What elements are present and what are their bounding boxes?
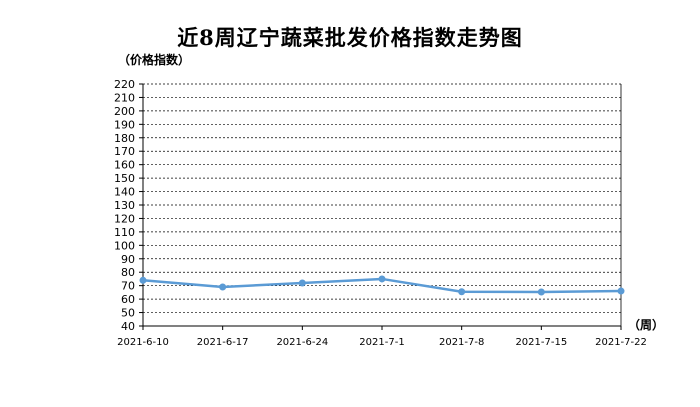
y-tick-label: 40 bbox=[121, 320, 135, 333]
y-tick-label: 110 bbox=[114, 226, 135, 239]
y-tick-label: 220 bbox=[114, 78, 135, 91]
y-tick-label: 50 bbox=[121, 307, 135, 320]
chart-title: 近8周辽宁蔬菜批发价格指数走势图 bbox=[177, 25, 523, 50]
y-tick-label: 170 bbox=[114, 145, 135, 158]
x-tick-label: 2021-7-8 bbox=[439, 337, 484, 348]
y-tick-label: 90 bbox=[121, 253, 135, 266]
y-axis-label: （价格指数） bbox=[118, 53, 191, 67]
data-point bbox=[219, 283, 227, 291]
y-tick-label: 210 bbox=[114, 91, 135, 104]
y-tick-label: 70 bbox=[121, 280, 135, 293]
x-tick-label: 2021-6-10 bbox=[117, 337, 169, 348]
y-tick-label: 180 bbox=[114, 132, 135, 145]
x-axis-unit-label: （周） bbox=[628, 318, 665, 332]
data-point bbox=[139, 276, 147, 284]
series bbox=[139, 275, 625, 296]
y-tick-label: 200 bbox=[114, 105, 135, 118]
y-tick-label: 150 bbox=[114, 172, 135, 185]
y-tick-label: 190 bbox=[114, 118, 135, 131]
x-tick-label: 2021-6-17 bbox=[197, 337, 249, 348]
y-tick-label: 140 bbox=[114, 186, 135, 199]
data-point bbox=[378, 275, 386, 283]
y-tick-label: 160 bbox=[114, 159, 135, 172]
data-point bbox=[537, 288, 545, 296]
y-tick-label: 120 bbox=[114, 212, 135, 225]
x-tick-label: 2021-6-24 bbox=[276, 337, 328, 348]
data-point bbox=[617, 287, 625, 295]
y-tick-label: 80 bbox=[121, 266, 135, 279]
axes bbox=[139, 83, 622, 330]
data-point bbox=[298, 279, 306, 287]
x-tick-label: 2021-7-1 bbox=[359, 337, 404, 348]
y-tick-label: 130 bbox=[114, 199, 135, 212]
y-tick-label: 60 bbox=[121, 293, 135, 306]
y-tick-label: 100 bbox=[114, 239, 135, 252]
data-point bbox=[458, 288, 466, 296]
tick-labels: 4050607080901001101201301401501601701801… bbox=[114, 78, 647, 348]
x-tick-label: 2021-7-22 bbox=[595, 337, 647, 348]
x-tick-label: 2021-7-15 bbox=[515, 337, 567, 348]
